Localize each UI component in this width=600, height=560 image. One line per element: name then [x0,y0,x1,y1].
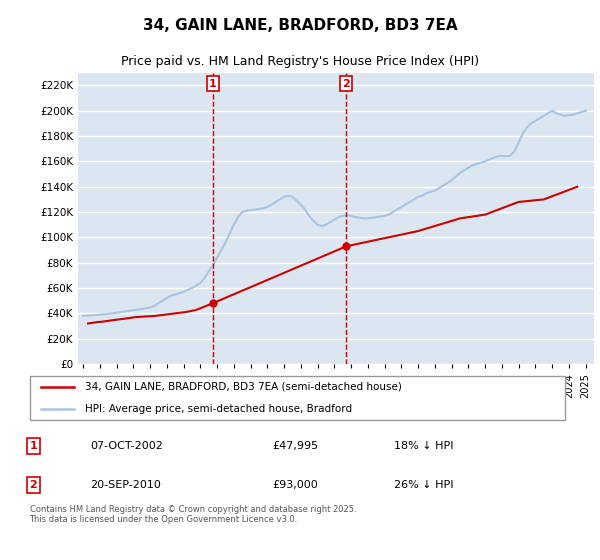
Text: 07-OCT-2002: 07-OCT-2002 [90,441,163,451]
Text: £47,995: £47,995 [272,441,319,451]
Text: 2: 2 [343,78,350,88]
Text: £93,000: £93,000 [272,480,318,490]
Text: 20-SEP-2010: 20-SEP-2010 [90,480,161,490]
Text: 2: 2 [29,480,37,490]
Text: Contains HM Land Registry data © Crown copyright and database right 2025.
This d: Contains HM Land Registry data © Crown c… [29,505,356,524]
Text: 34, GAIN LANE, BRADFORD, BD3 7EA (semi-detached house): 34, GAIN LANE, BRADFORD, BD3 7EA (semi-d… [85,381,401,391]
Text: 26% ↓ HPI: 26% ↓ HPI [394,480,454,490]
Text: 1: 1 [29,441,37,451]
Text: 34, GAIN LANE, BRADFORD, BD3 7EA: 34, GAIN LANE, BRADFORD, BD3 7EA [143,18,457,33]
Text: 18% ↓ HPI: 18% ↓ HPI [394,441,454,451]
FancyBboxPatch shape [29,376,565,420]
Text: 1: 1 [209,78,217,88]
Text: HPI: Average price, semi-detached house, Bradford: HPI: Average price, semi-detached house,… [85,404,352,414]
Text: Price paid vs. HM Land Registry's House Price Index (HPI): Price paid vs. HM Land Registry's House … [121,55,479,68]
